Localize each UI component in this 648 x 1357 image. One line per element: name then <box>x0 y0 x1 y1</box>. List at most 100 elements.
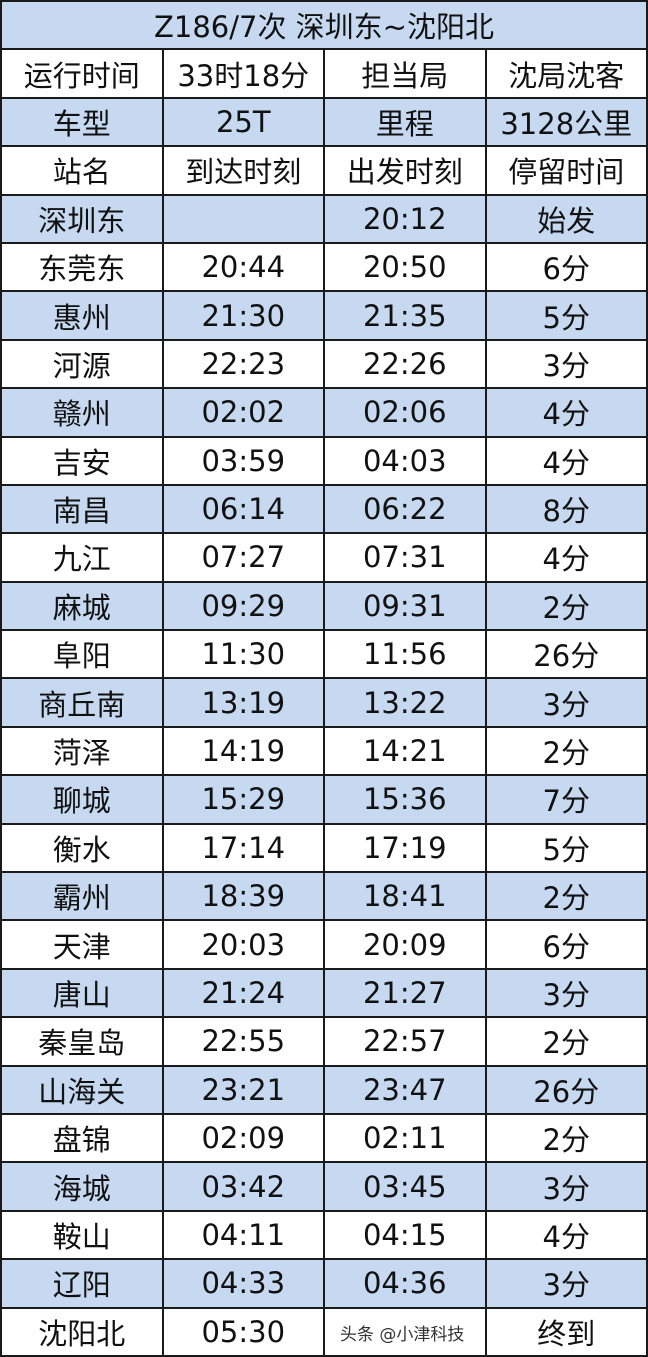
cell: 04:33 <box>161 1258 325 1309</box>
cell: 2分 <box>484 725 648 777</box>
station-row: 东莞东 20:44 20:50 6分 <box>0 241 648 293</box>
train-title: Z186/7次 深圳东~沈阳北 <box>0 0 648 51</box>
cell: 站名 <box>0 145 164 196</box>
cell: 8分 <box>484 483 648 535</box>
cell: 26分 <box>484 1064 648 1115</box>
cell: 09:29 <box>161 580 325 632</box>
station-row: 深圳东 20:12 始发 <box>0 193 648 244</box>
cell: 3128公里 <box>484 96 648 148</box>
cell: 衡水 <box>0 822 164 874</box>
cell: 06:22 <box>323 483 487 535</box>
cell: 阜阳 <box>0 629 164 680</box>
cell: 03:59 <box>161 435 325 486</box>
cell: 05:30 <box>161 1306 325 1357</box>
cell: 17:14 <box>161 822 325 874</box>
cell: 惠州 <box>0 290 164 341</box>
cell: 3分 <box>484 677 648 728</box>
cell: 18:39 <box>161 871 325 922</box>
cell: 02:11 <box>323 1112 487 1164</box>
info-row: 运行时间 33时18分 担当局 沈局沈客 <box>0 48 648 99</box>
cell: 23:47 <box>323 1064 487 1115</box>
cell: 5分 <box>484 822 648 874</box>
cell: 深圳东 <box>0 193 164 244</box>
station-row: 天津 20:03 20:09 6分 <box>0 919 648 970</box>
cell: 出发时刻 <box>323 145 487 196</box>
cell: 霸州 <box>0 871 164 922</box>
cell: 2分 <box>484 1112 648 1164</box>
cell: 沈局沈客 <box>484 48 648 99</box>
header-row: 站名 到达时刻 出发时刻 停留时间 <box>0 145 648 196</box>
cell: 4分 <box>484 387 648 438</box>
cell: 2分 <box>484 580 648 632</box>
cell: 20:09 <box>323 919 487 970</box>
cell: 04:03 <box>323 435 487 486</box>
cell: 21:24 <box>161 967 325 1019</box>
cell: 09:31 <box>323 580 487 632</box>
cell: 秦皇岛 <box>0 1016 164 1067</box>
station-row: 吉安 03:59 04:03 4分 <box>0 435 648 486</box>
cell: 02:09 <box>161 1112 325 1164</box>
cell: 11:56 <box>323 629 487 680</box>
cell: 20:50 <box>323 241 487 293</box>
cell: 天津 <box>0 919 164 970</box>
cell: 鞍山 <box>0 1209 164 1261</box>
station-row: 辽阳 04:33 04:36 3分 <box>0 1258 648 1309</box>
cell: 04:15 <box>323 1209 487 1261</box>
station-row: 山海关 23:21 23:47 26分 <box>0 1064 648 1115</box>
cell: 4分 <box>484 1209 648 1261</box>
cell: 21:27 <box>323 967 487 1019</box>
cell: 停留时间 <box>484 145 648 196</box>
cell: 终到 <box>484 1306 648 1357</box>
station-row: 河源 22:23 22:26 3分 <box>0 338 648 390</box>
cell: 17:19 <box>323 822 487 874</box>
cell: 07:27 <box>161 532 325 583</box>
cell: 04:11 <box>161 1209 325 1261</box>
cell: 商丘南 <box>0 677 164 728</box>
cell: 海城 <box>0 1161 164 1212</box>
cell: 3分 <box>484 1258 648 1309</box>
station-row: 唐山 21:24 21:27 3分 <box>0 967 648 1019</box>
cell: 东莞东 <box>0 241 164 293</box>
cell: 3分 <box>484 338 648 390</box>
station-row: 海城 03:42 03:45 3分 <box>0 1161 648 1212</box>
cell: 26分 <box>484 629 648 680</box>
cell: 始发 <box>484 193 648 244</box>
cell: 03:42 <box>161 1161 325 1212</box>
cell: 25T <box>161 96 325 148</box>
station-row: 聊城 15:29 15:36 7分 <box>0 774 648 825</box>
cell: 4分 <box>484 532 648 583</box>
watermark: 头条 @小津科技 <box>340 1325 465 1345</box>
cell: 02:06 <box>323 387 487 438</box>
cell: 河源 <box>0 338 164 390</box>
station-row: 九江 07:27 07:31 4分 <box>0 532 648 583</box>
cell: 02:02 <box>161 387 325 438</box>
cell: 6分 <box>484 919 648 970</box>
cell: 13:22 <box>323 677 487 728</box>
cell: 11:30 <box>161 629 325 680</box>
station-row: 秦皇岛 22:55 22:57 2分 <box>0 1016 648 1067</box>
cell: 6分 <box>484 241 648 293</box>
cell: 33时18分 <box>161 48 325 99</box>
cell: 唐山 <box>0 967 164 1019</box>
station-row: 赣州 02:02 02:06 4分 <box>0 387 648 438</box>
cell: 车型 <box>0 96 164 148</box>
cell: 山海关 <box>0 1064 164 1115</box>
station-row: 鞍山 04:11 04:15 4分 <box>0 1209 648 1261</box>
station-row: 菏泽 14:19 14:21 2分 <box>0 725 648 777</box>
station-row: 商丘南 13:19 13:22 3分 <box>0 677 648 728</box>
cell: 21:30 <box>161 290 325 341</box>
cell: 到达时刻 <box>161 145 325 196</box>
cell: 7分 <box>484 774 648 825</box>
station-row: 衡水 17:14 17:19 5分 <box>0 822 648 874</box>
cell: 担当局 <box>323 48 487 99</box>
title-row: Z186/7次 深圳东~沈阳北 <box>0 0 648 51</box>
cell: 18:41 <box>323 871 487 922</box>
station-row: 霸州 18:39 18:41 2分 <box>0 871 648 922</box>
cell: 20:12 <box>323 193 487 244</box>
cell: 赣州 <box>0 387 164 438</box>
station-row: 阜阳 11:30 11:56 26分 <box>0 629 648 680</box>
cell: 13:19 <box>161 677 325 728</box>
cell: 22:23 <box>161 338 325 390</box>
cell: 3分 <box>484 967 648 1019</box>
cell: 15:36 <box>323 774 487 825</box>
